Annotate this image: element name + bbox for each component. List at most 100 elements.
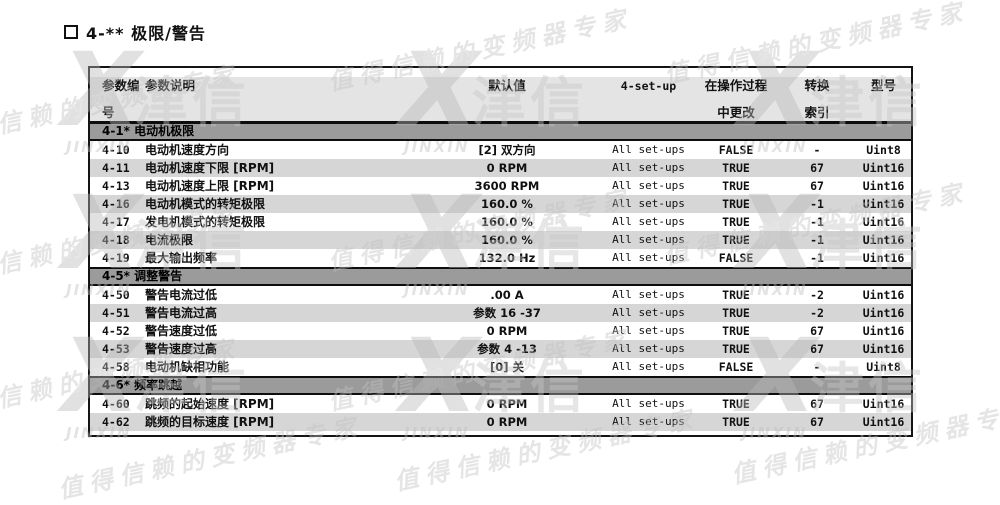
cell-type: Uint16 <box>862 324 905 338</box>
table-row: 4-13 电动机速度上限 [RPM] 3600 RPM All set-ups TRUE… <box>90 177 911 195</box>
cell-type: Uint16 <box>862 233 905 247</box>
cell-num: 4-62 <box>102 415 130 429</box>
table-sections: 4-1* 电动机极限 4-10 电动机速度方向 [2] 双方向 All set-ups F… <box>90 124 911 431</box>
table-header-row: 参数编 号 参数说明 默认值 4-set-up 在操作过程 中更改 转换 索引 … <box>90 77 911 124</box>
cell-default: [2] 双方向 <box>478 143 536 157</box>
cell-changed: TRUE <box>722 288 750 302</box>
cell-desc: 警告速度过高 <box>145 342 218 356</box>
cell-num: 4-18 <box>102 233 130 247</box>
cell-setup: All set-ups <box>612 197 685 210</box>
cell-index: -1 <box>810 233 824 247</box>
cell-desc: 电动机速度上限 [RPM] <box>145 179 275 193</box>
header-type: 型号 <box>870 78 896 93</box>
table-row: 4-58 电动机缺相功能 [0] 关 All set-ups FALSE - Uint8 <box>90 358 911 376</box>
table-row: 4-52 警告速度过低 0 RPM All set-ups TRUE 67 Uint16 <box>90 322 911 340</box>
cell-index: -1 <box>810 251 824 265</box>
cell-type: Uint16 <box>862 306 905 320</box>
cell-default: 参数 4 -13 <box>477 342 537 356</box>
cell-num: 4-10 <box>102 143 130 157</box>
cell-desc: 警告速度过低 <box>145 324 218 338</box>
cell-desc: 电动机缺相功能 <box>145 360 230 374</box>
cell-changed: FALSE <box>718 360 754 374</box>
cell-num: 4-58 <box>102 360 130 374</box>
cell-default: 0 RPM <box>486 161 528 175</box>
cell-setup: All set-ups <box>612 415 685 428</box>
cell-changed: TRUE <box>722 197 750 211</box>
table-row: 4-53 警告速度过高 参数 4 -13 All set-ups TRUE 67 Uint1… <box>90 340 911 358</box>
cell-setup: All set-ups <box>612 161 685 174</box>
table-footer-space <box>90 431 911 435</box>
cell-changed: TRUE <box>722 324 750 338</box>
cell-type: Uint8 <box>866 143 901 157</box>
cell-desc: 警告电流过低 <box>145 288 218 302</box>
cell-changed: TRUE <box>722 415 750 429</box>
table-row: 4-51 警告电流过高 参数 16 -37 All set-ups TRUE -2 Uint… <box>90 304 911 322</box>
header-change-during-operation: 在操作过程 中更改 <box>704 78 768 120</box>
cell-index: - <box>813 143 821 157</box>
cell-setup: All set-ups <box>612 306 685 319</box>
cell-index: -2 <box>810 288 824 302</box>
cell-default: 0 RPM <box>486 324 528 338</box>
section-header: 4-1* 电动机极限 <box>90 124 911 141</box>
cell-desc: 跳频的起始速度 [RPM] <box>145 397 275 411</box>
table-row: 4-60 跳频的起始速度 [RPM] 0 RPM All set-ups TRUE 67 U… <box>90 395 911 413</box>
cell-setup: All set-ups <box>612 397 685 410</box>
cell-default: 0 RPM <box>486 415 528 429</box>
header-param-description: 参数说明 <box>145 78 196 93</box>
cell-index: 67 <box>810 415 824 429</box>
cell-desc: 最大输出频率 <box>145 251 218 265</box>
cell-setup: All set-ups <box>612 179 685 192</box>
section-header: 4-5* 调整警告 <box>90 267 911 286</box>
cell-desc: 警告电流过高 <box>145 306 218 320</box>
cell-index: -2 <box>810 306 824 320</box>
cell-num: 4-17 <box>102 215 130 229</box>
cell-default: 160.0 % <box>481 215 533 229</box>
square-bullet-icon <box>64 25 78 39</box>
cell-setup: All set-ups <box>612 360 685 373</box>
cell-changed: TRUE <box>722 233 750 247</box>
table-row: 4-10 电动机速度方向 [2] 双方向 All set-ups FALSE - Uint8 <box>90 141 911 159</box>
cell-default: 132.0 Hz <box>478 251 536 265</box>
cell-changed: TRUE <box>722 397 750 411</box>
table-row: 4-11 电动机速度下限 [RPM] 0 RPM All set-ups TRUE 67 U… <box>90 159 911 177</box>
cell-type: Uint16 <box>862 342 905 356</box>
cell-changed: FALSE <box>718 251 754 265</box>
cell-index: - <box>813 360 821 374</box>
cell-type: Uint16 <box>862 415 905 429</box>
table-row: 4-50 警告电流过低 .00 A All set-ups TRUE -2 Uint16 <box>90 286 911 304</box>
header-param-number: 参数编 号 <box>102 78 140 120</box>
section-header: 4-6* 频率跳越 <box>90 376 911 395</box>
table-row: 4-18 电流极限 160.0 % All set-ups TRUE -1 Uint16 <box>90 231 911 249</box>
cell-index: 67 <box>810 342 824 356</box>
table-row: 4-16 电动机模式的转矩极限 160.0 % All set-ups TRUE -1 Ui… <box>90 195 911 213</box>
cell-num: 4-53 <box>102 342 130 356</box>
parameter-table: 参数编 号 参数说明 默认值 4-set-up 在操作过程 中更改 转换 索引 … <box>88 66 913 437</box>
cell-index: 67 <box>810 324 824 338</box>
cell-num: 4-50 <box>102 288 130 302</box>
cell-default: 160.0 % <box>481 197 533 211</box>
cell-index: 67 <box>810 179 824 193</box>
cell-num: 4-52 <box>102 324 130 338</box>
page-title: 4-** 极限/警告 <box>64 20 206 44</box>
cell-default: 参数 16 -37 <box>473 306 541 320</box>
cell-num: 4-60 <box>102 397 130 411</box>
cell-changed: TRUE <box>722 179 750 193</box>
header-default-value: 默认值 <box>488 78 526 93</box>
cell-type: Uint16 <box>862 251 905 265</box>
table-row: 4-62 跳频的目标速度 [RPM] 0 RPM All set-ups TRUE 67 U… <box>90 413 911 431</box>
cell-desc: 电动机速度方向 <box>145 143 230 157</box>
cell-index: 67 <box>810 161 824 175</box>
cell-type: Uint16 <box>862 197 905 211</box>
cell-type: Uint16 <box>862 397 905 411</box>
table-row: 4-17 发电机模式的转矩极限 160.0 % All set-ups TRUE -1 Ui… <box>90 213 911 231</box>
cell-setup: All set-ups <box>612 215 685 228</box>
cell-setup: All set-ups <box>612 324 685 337</box>
cell-setup: All set-ups <box>612 143 685 156</box>
cell-index: 67 <box>810 397 824 411</box>
cell-changed: FALSE <box>718 143 754 157</box>
cell-index: -1 <box>810 197 824 211</box>
cell-num: 4-51 <box>102 306 130 320</box>
cell-num: 4-19 <box>102 251 130 265</box>
cell-changed: TRUE <box>722 215 750 229</box>
cell-desc: 发电机模式的转矩极限 <box>145 215 266 229</box>
